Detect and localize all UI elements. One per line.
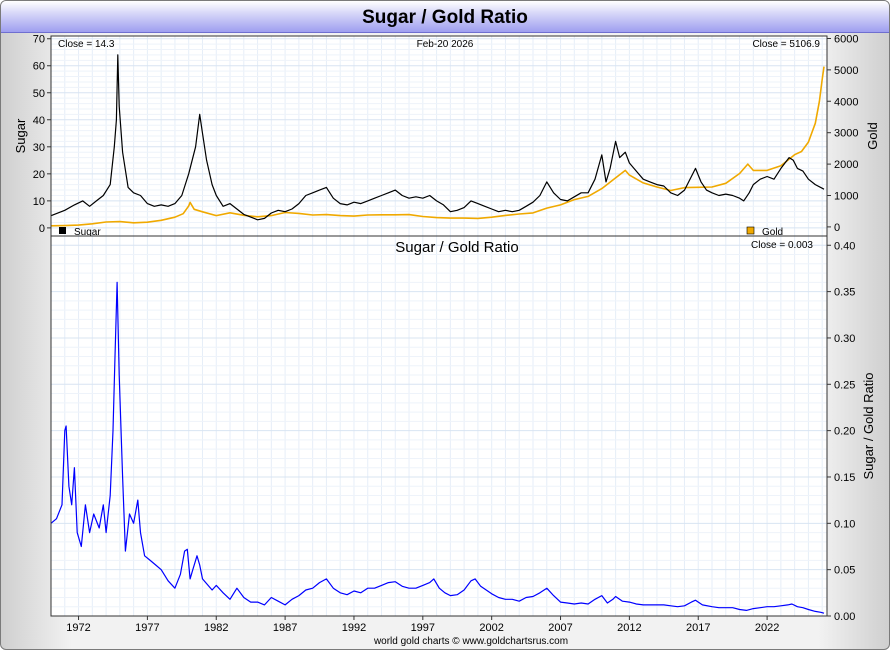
x-tick-label: 1982 (204, 622, 228, 634)
ratio-panel-title: Sugar / Gold Ratio (395, 239, 518, 256)
top-series-lines (50, 54, 825, 227)
gold-line (50, 66, 825, 227)
x-tick-label: 2012 (617, 622, 641, 634)
x-tick-label: 1997 (411, 622, 435, 634)
sugar-tick-label: 40 (33, 115, 45, 127)
gold-tick-label: 3000 (834, 128, 858, 140)
title-bar: Sugar / Gold Ratio (1, 1, 889, 33)
ratio-tick-label: 0.00 (834, 611, 855, 623)
gold-legend-marker (746, 226, 755, 235)
sugar-tick-label: 30 (33, 142, 45, 154)
ratio-tick-label: 0.25 (834, 379, 855, 391)
gold-tick-label: 1000 (834, 190, 858, 202)
sugar-legend-marker (59, 227, 66, 234)
x-tick-label: 1992 (342, 622, 366, 634)
bottom-grid (50, 236, 827, 617)
sugar-tick-label: 70 (33, 34, 45, 46)
sugar-tick-label: 50 (33, 88, 45, 100)
x-tick-label: 1972 (66, 622, 90, 634)
bottom-plot-border (50, 235, 828, 617)
bottom-plot-area (51, 236, 827, 616)
ratio-tick-label: 0.40 (834, 240, 855, 252)
x-tick-label: 2017 (686, 622, 710, 634)
ratio-tick-label: 0.35 (834, 287, 855, 299)
sugar-tick-label: 60 (33, 61, 45, 73)
x-tick-label: 2022 (755, 622, 779, 634)
top-left-axis-label: Sugar (13, 118, 28, 153)
gold-tick-label: 6000 (834, 34, 858, 46)
x-tick-label: 2007 (548, 622, 572, 634)
ratio-tick-label: 0.20 (834, 426, 855, 438)
ratio-tick-label: 0.30 (834, 333, 855, 345)
gold-tick-label: 2000 (834, 159, 858, 171)
ratio-tick-label: 0.10 (834, 518, 855, 530)
bottom-axes: 0.00 0.05 0.10 0.15 0.20 0.25 0.30 0.35 0.40 (827, 240, 855, 623)
ratio-tick-label: 0.15 (834, 472, 855, 484)
top-grid (50, 36, 827, 236)
x-tick-label: 1977 (135, 622, 159, 634)
ratio-tick-label: 0.05 (834, 565, 855, 577)
gold-tick-label: 5000 (834, 65, 858, 77)
gold-close-label: Close = 5106.9 (752, 39, 820, 50)
sugar-legend-label: Sugar (74, 227, 101, 238)
chart-title: Sugar / Gold Ratio (362, 7, 528, 28)
gold-legend-label: Gold (762, 227, 783, 238)
footer-credit: world gold charts © www.goldchartsrus.co… (373, 636, 568, 647)
sugar-close-label: Close = 14.3 (58, 39, 115, 50)
sugar-tick-label: 20 (33, 169, 45, 181)
ratio-line (50, 281, 825, 614)
sugar-line (50, 54, 825, 221)
x-axis: 1972 1977 1982 1987 1992 1997 2002 2007 2012 2017… (66, 616, 779, 634)
bottom-right-axis-label: Sugar / Gold Ratio (861, 373, 876, 480)
x-tick-label: 1987 (273, 622, 297, 634)
sugar-tick-label: 0 (39, 223, 45, 235)
top-date-label: Feb-20 2026 (417, 39, 474, 50)
gold-tick-label: 0 (834, 222, 840, 234)
gold-tick-label: 4000 (834, 96, 858, 108)
bottom-series-lines (50, 281, 825, 614)
top-right-axis-label: Gold (865, 122, 880, 149)
ratio-close-label: Close = 0.003 (751, 240, 813, 251)
sugar-tick-label: 10 (33, 196, 45, 208)
top-axes: 0 10 20 30 40 50 60 70 0 1000 2000 3000 4000 5000 6000 (33, 34, 859, 235)
x-tick-label: 2002 (479, 622, 503, 634)
